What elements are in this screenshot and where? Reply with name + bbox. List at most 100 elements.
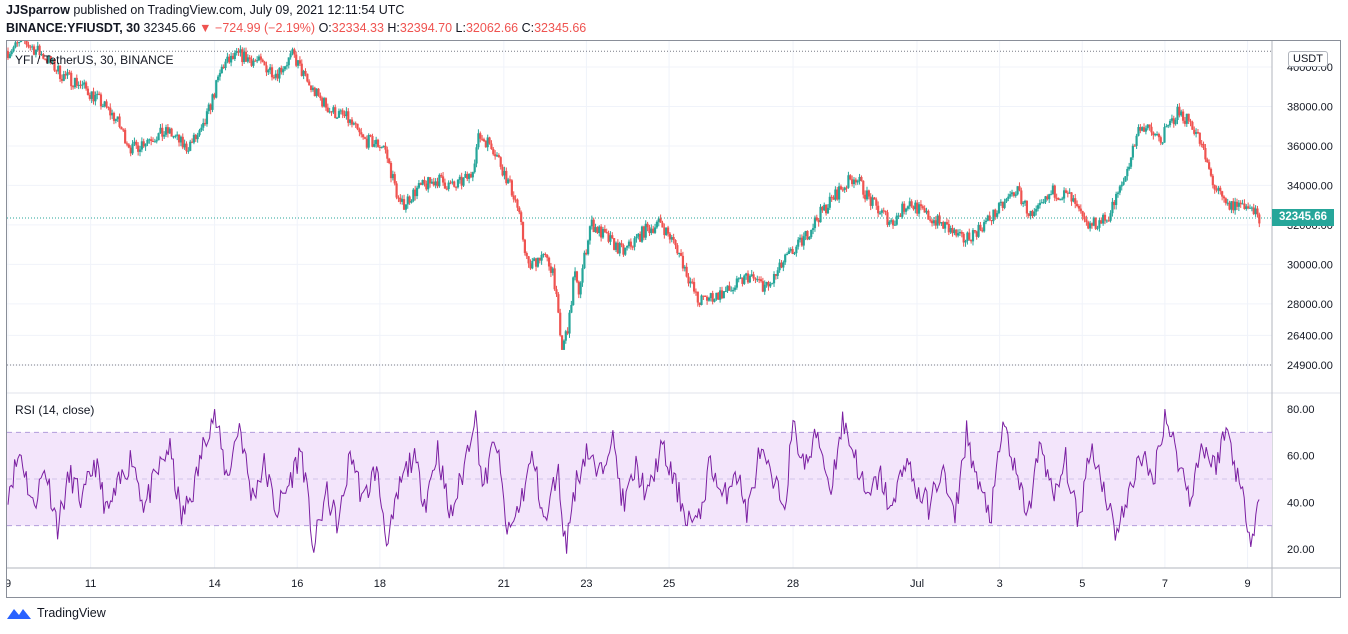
- candle-down: [1215, 189, 1218, 191]
- candle-down: [1159, 137, 1162, 143]
- candle-up: [183, 143, 186, 148]
- candle-up: [1245, 206, 1248, 209]
- candle-up: [174, 135, 177, 137]
- time-tick-label: 16: [291, 578, 303, 590]
- chart-svg[interactable]: 24900.0026400.0028000.0030000.0032000.00…: [7, 41, 1340, 597]
- last-price-tag: 32345.66: [1272, 209, 1334, 226]
- candle-up: [1167, 125, 1170, 127]
- candle-down: [1031, 210, 1034, 217]
- candle-up: [205, 111, 209, 125]
- candle-down: [891, 220, 895, 226]
- candle-up: [96, 93, 99, 95]
- candle-down: [92, 91, 95, 102]
- candle-up: [302, 70, 305, 76]
- price-tick-label: 34000.00: [1287, 180, 1333, 192]
- candle-down: [800, 237, 804, 246]
- candle-down: [432, 181, 435, 186]
- candle-down: [910, 201, 913, 207]
- candle-up: [18, 42, 21, 44]
- change-value: −724.99 (−2.19%): [215, 21, 316, 35]
- candle-up: [1111, 201, 1114, 214]
- candle-up: [233, 52, 236, 59]
- candle-up: [804, 230, 807, 237]
- price-pane-legend: YFI / TetherUS, 30, BINANCE: [15, 53, 174, 67]
- candle-up: [778, 262, 781, 271]
- candle-down: [951, 227, 954, 234]
- candle-up: [984, 220, 988, 223]
- candle-up: [218, 73, 222, 77]
- candle-down: [118, 116, 121, 127]
- candle-down: [1103, 214, 1107, 221]
- candle-down: [525, 253, 528, 257]
- candle-up: [1007, 196, 1010, 199]
- candle-down: [1209, 168, 1213, 176]
- price-tick-label: 38000.00: [1287, 101, 1333, 113]
- candle-up: [657, 218, 660, 222]
- candle-up: [189, 141, 192, 151]
- candle-down: [124, 129, 127, 144]
- candle-down: [962, 233, 965, 243]
- candle-down: [691, 281, 694, 283]
- candle-down: [1239, 202, 1242, 205]
- candle-down: [445, 188, 448, 190]
- candle-up: [1144, 128, 1147, 132]
- candle-down: [1057, 197, 1060, 201]
- candle-up: [1042, 202, 1045, 204]
- candle-up: [101, 106, 104, 108]
- candle-down: [875, 199, 878, 206]
- candle-down: [341, 110, 344, 115]
- candle-up: [536, 257, 540, 267]
- candle-up: [1170, 118, 1174, 121]
- candle-up: [285, 65, 288, 67]
- time-tick-label: 7: [1162, 578, 1168, 590]
- candle-down: [170, 128, 173, 137]
- candle-up: [715, 292, 718, 300]
- candle-down: [1247, 206, 1250, 209]
- candle-up: [176, 134, 179, 136]
- candle-down: [45, 59, 49, 63]
- price-tick-label: 30000.00: [1287, 259, 1333, 271]
- candle-up: [1105, 220, 1108, 222]
- candle-down: [499, 157, 502, 167]
- currency-unit-badge[interactable]: USDT: [1288, 51, 1328, 67]
- candle-up: [1250, 207, 1253, 209]
- candle-down: [7, 51, 10, 59]
- candle-up: [1176, 106, 1179, 121]
- candle-down: [505, 170, 508, 184]
- candle-up: [739, 277, 742, 279]
- tradingview-footer[interactable]: TradingView: [6, 606, 106, 620]
- candle-up: [447, 182, 450, 190]
- time-tick-label: 23: [580, 578, 592, 590]
- candle-up: [707, 298, 711, 301]
- candle-up: [1089, 223, 1092, 229]
- candle-up: [700, 295, 703, 305]
- candle-down: [806, 230, 809, 240]
- candle-down: [222, 66, 225, 68]
- chart-frame[interactable]: 24900.0026400.0028000.0030000.0032000.00…: [6, 40, 1341, 598]
- candle-down: [529, 263, 532, 269]
- candle-down: [1183, 120, 1187, 124]
- candle-down: [304, 70, 307, 74]
- candle-down: [975, 231, 978, 237]
- time-tick-label: Jul: [910, 578, 924, 590]
- candle-up: [618, 243, 621, 254]
- candle-down: [1221, 191, 1224, 197]
- candle-up: [153, 141, 156, 143]
- candle-down: [276, 73, 279, 79]
- candle-down: [864, 194, 867, 200]
- candle-up: [977, 224, 980, 237]
- candle-up: [337, 111, 341, 118]
- candle-down: [1213, 185, 1216, 190]
- candle-up: [311, 87, 315, 90]
- candle-up: [709, 293, 712, 299]
- candle-up: [808, 237, 811, 240]
- candle-up: [856, 181, 859, 183]
- candle-down: [970, 239, 973, 242]
- candle-up: [202, 122, 205, 128]
- candle-up: [1146, 124, 1149, 129]
- candle-up: [1044, 196, 1047, 203]
- author-name[interactable]: JJSparrow: [6, 3, 70, 17]
- candle-down: [1087, 222, 1090, 229]
- candle-down: [849, 175, 852, 180]
- candle-down: [1055, 197, 1058, 199]
